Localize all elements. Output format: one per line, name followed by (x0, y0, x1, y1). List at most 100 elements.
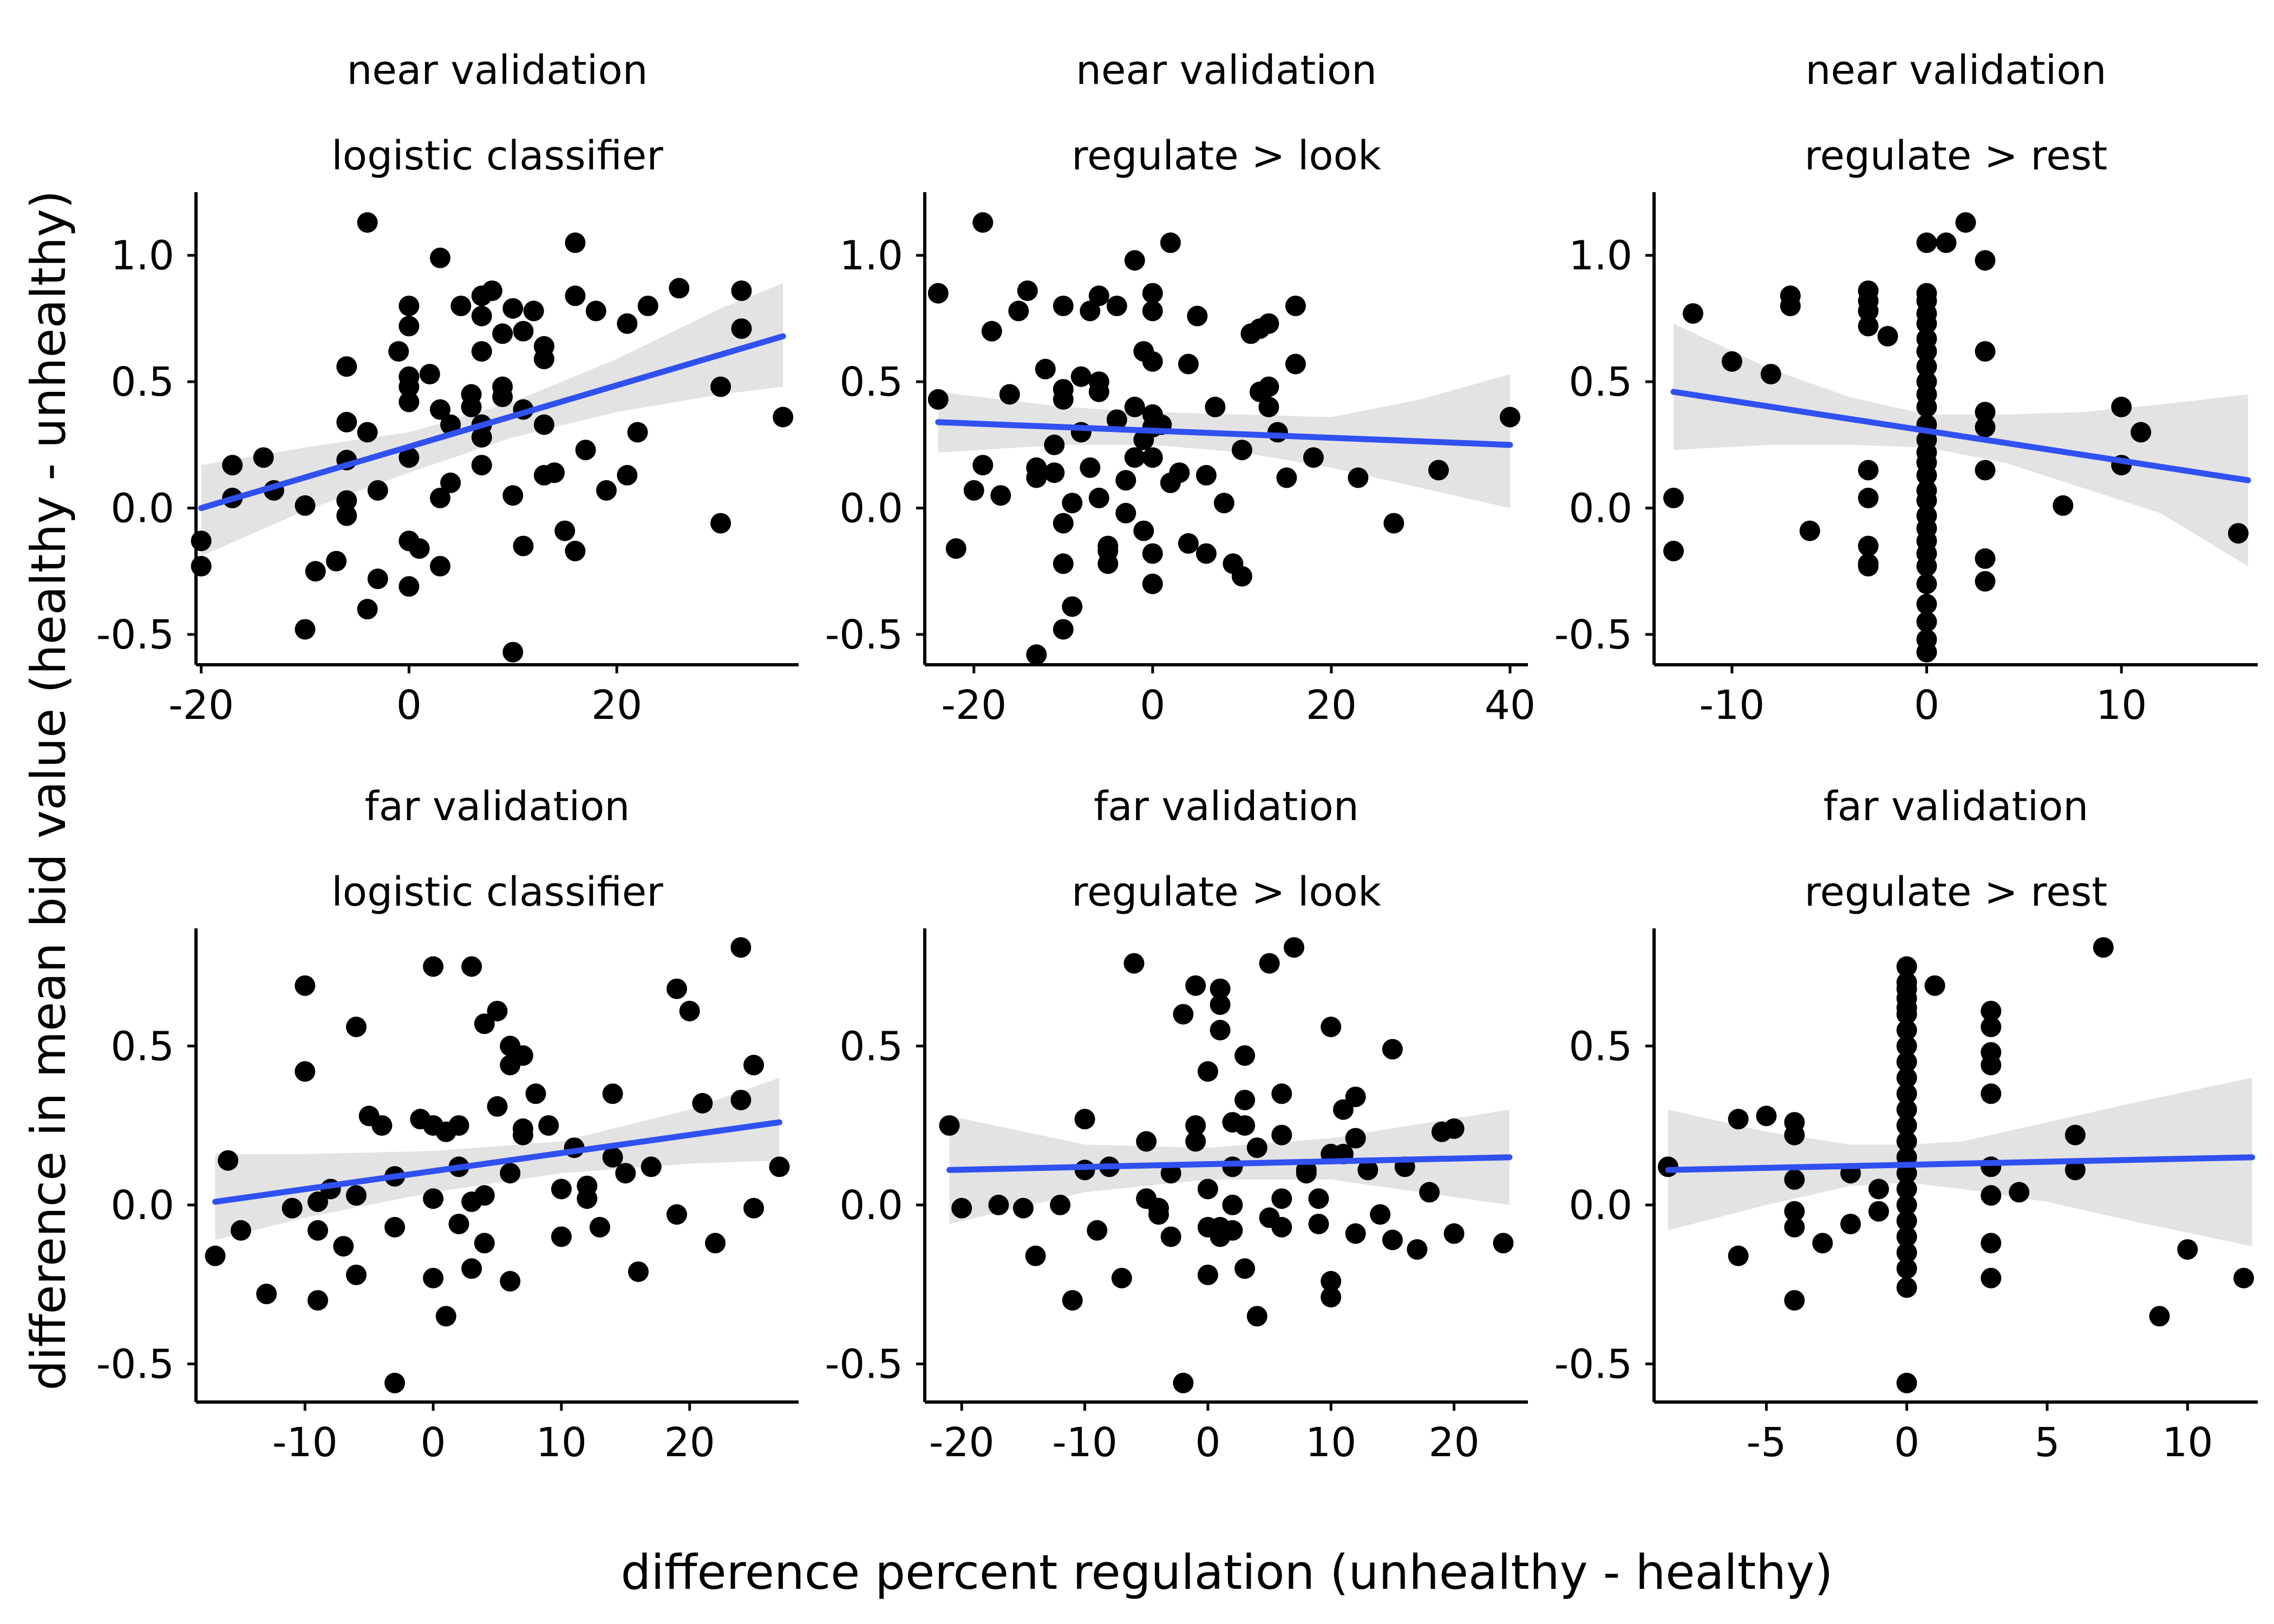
data-point (1106, 296, 1127, 317)
data-point (617, 313, 638, 334)
data-point (1142, 300, 1163, 322)
data-point (430, 555, 450, 577)
data-point (1345, 1223, 1366, 1244)
x-tick-label: -10 (1699, 682, 1765, 729)
data-point (1858, 553, 1879, 574)
data-point (2009, 1182, 2030, 1203)
data-point (1210, 978, 1231, 999)
data-point (256, 1284, 277, 1305)
data-point (1357, 1160, 1378, 1181)
data-point (500, 1163, 521, 1184)
data-point (1142, 447, 1163, 468)
y-tick-label: 0.0 (839, 486, 903, 532)
data-point (769, 1156, 790, 1177)
data-point (1936, 232, 1957, 253)
x-tick-label: 5 (2034, 1419, 2060, 1466)
data-point (523, 300, 544, 322)
data-point (2053, 495, 2074, 516)
data-point (1896, 1258, 1917, 1279)
panel-title-line2: logistic classifier (331, 869, 663, 915)
data-point (1169, 462, 1190, 483)
data-point (544, 462, 565, 483)
data-point (461, 1258, 482, 1279)
x-tick-label: -20 (168, 682, 234, 729)
data-point (1812, 1233, 1833, 1254)
data-point (1185, 1131, 1206, 1152)
y-tick-label: 0.5 (1569, 359, 1632, 405)
data-point (1858, 535, 1879, 556)
data-point (1124, 447, 1145, 468)
data-point (512, 1045, 533, 1066)
x-tick-label: 0 (421, 1419, 446, 1466)
data-point (1858, 300, 1879, 322)
data-point (1222, 1194, 1243, 1215)
data-point (1231, 440, 1252, 461)
data-point (1053, 389, 1074, 410)
data-point (2131, 422, 2152, 443)
data-point (481, 280, 502, 302)
data-point (575, 440, 596, 461)
data-point (1231, 566, 1252, 587)
data-point (450, 296, 472, 317)
data-point (1493, 1233, 1514, 1254)
data-point (1088, 285, 1109, 306)
y-tick-label: 0.5 (110, 1023, 174, 1070)
data-point (336, 490, 357, 511)
data-point (1896, 1099, 1917, 1120)
data-point (1160, 232, 1181, 253)
data-point (282, 1197, 303, 1219)
data-point (1258, 376, 1279, 397)
x-tick-label: 0 (1894, 1419, 1919, 1466)
data-point (346, 1265, 367, 1286)
data-point (357, 422, 378, 443)
data-point (1035, 358, 1056, 379)
data-point (1087, 1220, 1108, 1241)
data-point (710, 376, 731, 397)
data-point (1663, 487, 1684, 508)
data-point (533, 349, 554, 370)
data-point (430, 399, 450, 420)
data-point (295, 975, 316, 996)
data-point (1160, 1226, 1181, 1247)
panel-title-line1: far validation (1094, 783, 1359, 830)
data-point (336, 505, 357, 526)
data-point (1258, 396, 1279, 417)
x-tick-label: 40 (1485, 682, 1535, 729)
data-point (1981, 1233, 2002, 1254)
data-point (1197, 1178, 1218, 1200)
data-point (1858, 280, 1879, 302)
regression-line (1665, 1154, 2256, 1173)
data-point (1321, 1017, 1342, 1037)
x-tick-label: 20 (1429, 1419, 1480, 1466)
data-point (384, 1372, 406, 1393)
data-point (1896, 1226, 1917, 1247)
data-point (1222, 1220, 1243, 1241)
data-point (474, 1185, 495, 1206)
data-point (1896, 1277, 1917, 1298)
data-point (1106, 409, 1127, 430)
data-point (471, 305, 492, 326)
data-point (1784, 1169, 1805, 1190)
data-point (1975, 548, 1996, 569)
data-point (1981, 1017, 2002, 1037)
data-point (1981, 1000, 2002, 1021)
data-point (1916, 641, 1937, 663)
data-point (1303, 447, 1324, 468)
data-point (398, 296, 420, 317)
data-point (1044, 434, 1065, 455)
data-point (1267, 422, 1288, 443)
data-point (1133, 520, 1154, 541)
data-point (502, 641, 524, 663)
data-point (398, 366, 420, 387)
data-point (2111, 396, 2132, 417)
data-point (2064, 1124, 2086, 1145)
data-point (1178, 533, 1199, 554)
data-point (1981, 1268, 2002, 1288)
data-point (502, 485, 524, 506)
x-tick-label: 10 (1305, 1419, 1356, 1466)
data-point (1975, 402, 1996, 423)
data-point (1017, 280, 1038, 302)
data-point (1012, 1197, 1034, 1219)
data-point (585, 300, 606, 322)
data-point (637, 296, 658, 317)
